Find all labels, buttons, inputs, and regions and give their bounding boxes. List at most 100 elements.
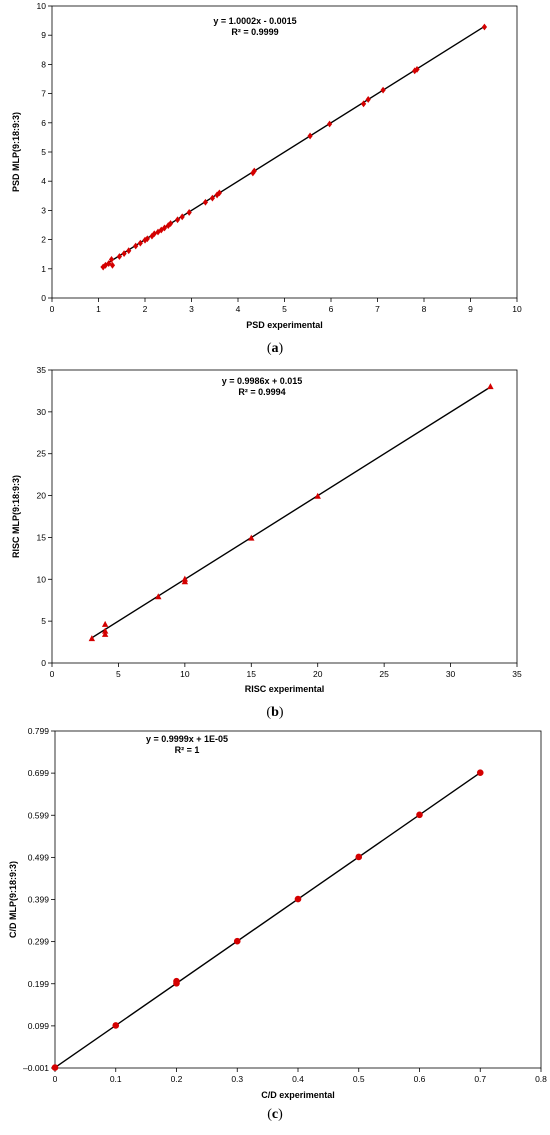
panel-caption: (c) [267, 1107, 283, 1122]
x-tick-label: 5 [116, 669, 121, 679]
y-tick-label: 10 [37, 574, 47, 584]
y-axis-label: RISC MLP(9:18:9:3) [11, 475, 21, 558]
x-tick-label: 25 [379, 669, 389, 679]
data-point [106, 260, 112, 267]
x-tick-label: 15 [247, 669, 257, 679]
data-point [101, 627, 109, 634]
data-point [476, 769, 484, 777]
trendline-equation: y = 0.9999x + 1E-05 [146, 734, 228, 744]
data-point [144, 235, 150, 243]
x-tick-label: 20 [313, 669, 323, 679]
y-tick-label: 10 [37, 1, 47, 11]
x-tick-label: 0.4 [292, 1074, 304, 1084]
trendline [54, 772, 481, 1069]
x-tick-label: 10 [180, 669, 190, 679]
data-point [314, 492, 321, 499]
x-tick-label: 0 [53, 1074, 58, 1084]
x-tick-label: 5 [282, 304, 287, 314]
data-point [101, 620, 109, 627]
caption-letter: a [272, 341, 279, 356]
data-point [116, 253, 123, 260]
trendline [91, 386, 491, 639]
data-point [155, 593, 162, 600]
caption-letter: b [271, 705, 279, 720]
panel-caption: (a) [267, 341, 284, 356]
y-tick-label: 25 [37, 449, 47, 459]
y-tick-label: 2 [41, 235, 46, 245]
y-tick-label: 0.399 [28, 895, 50, 905]
caption-open-paren: ( [267, 341, 272, 356]
trendline-equation: y = 0.9986x + 0.015 [222, 376, 303, 386]
data-point [126, 247, 132, 255]
data-point [355, 853, 363, 861]
x-axis-label: PSD experimental [246, 320, 323, 330]
data-point [327, 120, 333, 128]
x-tick-label: 0.6 [414, 1074, 426, 1084]
caption-close-paren: ) [278, 1107, 283, 1122]
chart-panel-c: 0 0.1 0.2 0.3 0.4 0.5 0.6 0.7 0.8 –0.001 0.099 0.19… [8, 726, 547, 1122]
data-point [209, 194, 216, 202]
data-point [179, 213, 185, 221]
x-tick-label: 7 [375, 304, 380, 314]
data-point [181, 575, 189, 582]
x-tick-label: 2 [143, 304, 148, 314]
data-point [142, 236, 148, 244]
x-tick-label: 4 [236, 304, 241, 314]
y-tick-label: 5 [41, 616, 46, 626]
caption-open-paren: ( [266, 705, 271, 720]
y-tick-label: 20 [37, 491, 47, 501]
data-point [248, 534, 255, 541]
data-point [101, 630, 109, 637]
x-tick-label: 6 [329, 304, 334, 314]
y-tick-label: 9 [41, 30, 46, 40]
x-tick-label: 0.8 [535, 1074, 547, 1084]
y-tick-label: 0 [41, 293, 46, 303]
x-tick-label: 3 [189, 304, 194, 314]
x-tick-label: 9 [468, 304, 473, 314]
data-point [109, 261, 116, 269]
r-squared: R² = 0.9999 [231, 27, 278, 37]
caption-close-paren: ) [279, 341, 284, 356]
y-tick-label: 15 [37, 532, 47, 542]
y-tick-label: –0.001 [23, 1063, 49, 1073]
y-axis-label: C/D MLP(9:18:9:3) [8, 861, 18, 938]
x-tick-label: 0.5 [353, 1074, 365, 1084]
data-point [487, 383, 494, 390]
data-point [216, 189, 222, 197]
x-axis-label: RISC experimental [245, 684, 325, 694]
data-point [161, 224, 168, 232]
y-tick-label: 4 [41, 176, 46, 186]
y-tick-label: 0.199 [28, 979, 50, 989]
data-point [380, 86, 386, 94]
data-point [233, 937, 241, 945]
y-tick-label: 0.799 [28, 726, 50, 736]
x-tick-label: 8 [422, 304, 427, 314]
y-axis-label: PSD MLP(9:18:9:3) [11, 112, 21, 192]
caption-close-paren: ) [279, 705, 284, 720]
y-tick-label: 0.099 [28, 1021, 50, 1031]
data-point [173, 977, 180, 985]
trendline-equation: y = 1.0002x - 0.0015 [213, 16, 296, 26]
data-point [112, 1022, 120, 1029]
y-tick-label: 0.599 [28, 810, 50, 820]
data-point [158, 226, 164, 234]
data-point [137, 239, 143, 247]
data-point [481, 23, 488, 31]
data-point [416, 811, 423, 819]
chart-panel-b: 0 5 10 15 20 25 30 35 0 5 10 15 20 25 30 35 RISC experim… [11, 365, 522, 720]
x-tick-label: 35 [512, 669, 522, 679]
x-tick-label: 0 [50, 304, 55, 314]
data-point [88, 635, 96, 642]
caption-open-paren: ( [267, 1107, 272, 1122]
data-point [360, 100, 367, 108]
x-tick-label: 0.7 [474, 1074, 486, 1084]
data-point [108, 256, 115, 263]
data-point [365, 96, 371, 103]
data-point [414, 65, 420, 73]
y-tick-label: 6 [41, 118, 46, 128]
x-tick-label: 30 [446, 669, 456, 679]
y-tick-label: 7 [41, 89, 46, 99]
data-point [251, 167, 257, 175]
